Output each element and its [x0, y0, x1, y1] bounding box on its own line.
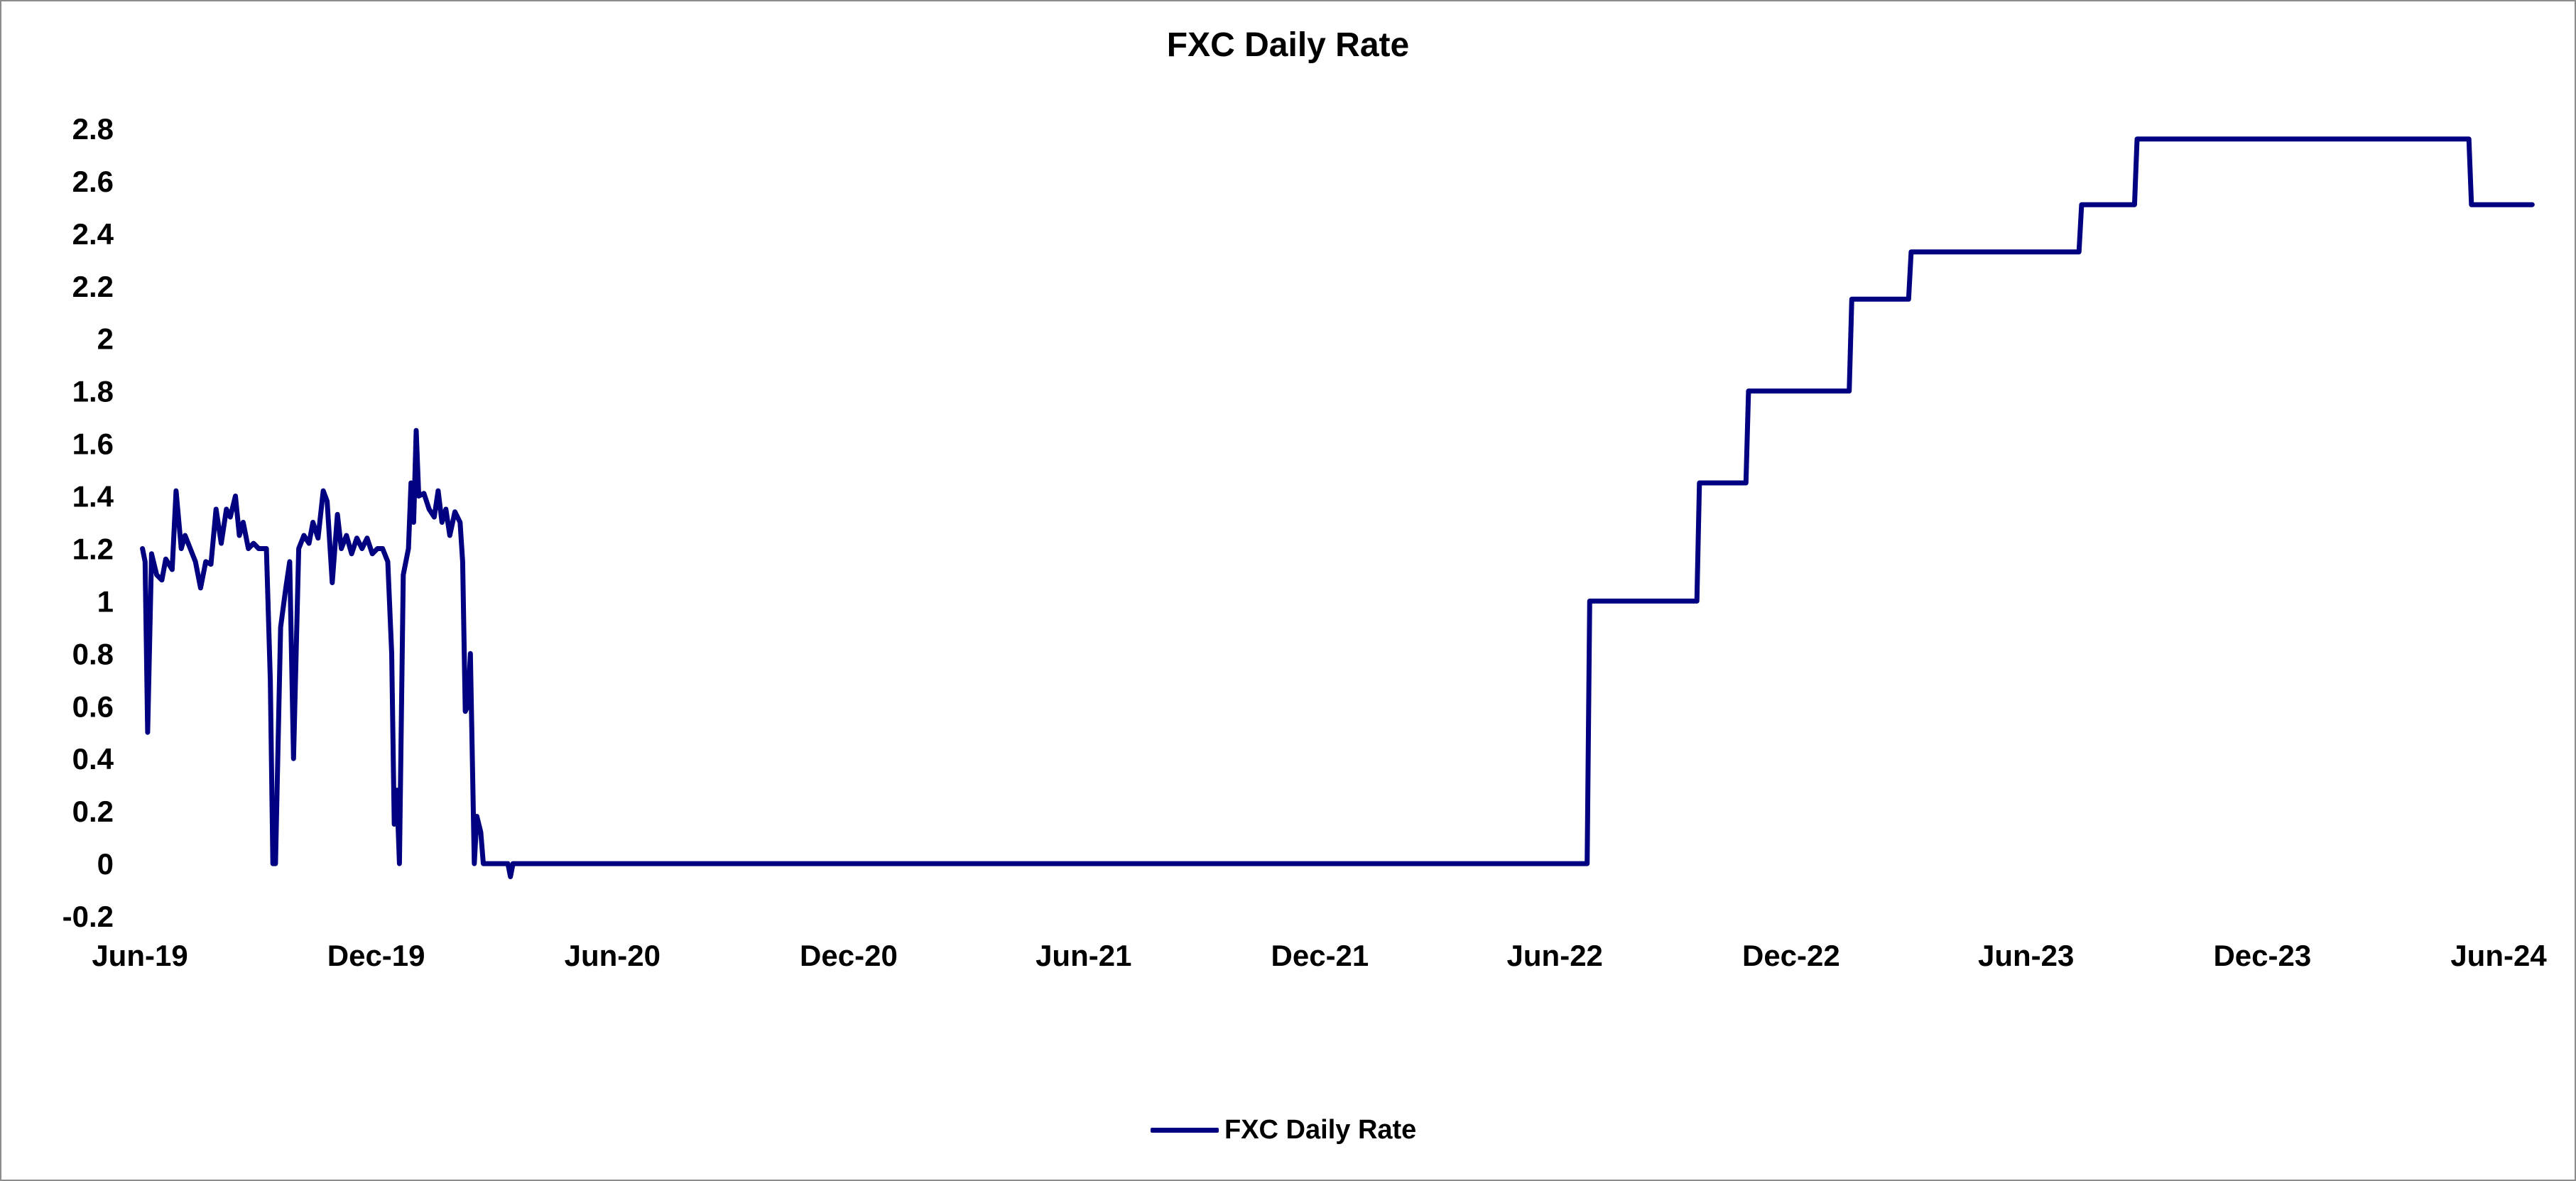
- y-tick-label: 0: [97, 847, 114, 881]
- x-tick-label: Jun-22: [1507, 939, 1603, 972]
- legend-label: FXC Daily Rate: [1224, 1115, 1417, 1145]
- legend: FXC Daily Rate: [1151, 1115, 1416, 1145]
- y-tick-label: 2: [97, 322, 114, 356]
- x-tick-label: Jun-20: [565, 939, 661, 972]
- x-tick-label: Dec-20: [800, 939, 898, 972]
- y-tick-label: 0.4: [72, 742, 114, 775]
- y-tick-label: 1.2: [72, 532, 114, 565]
- y-tick-label: 1.8: [72, 375, 114, 408]
- y-tick-label: 2.2: [72, 270, 114, 303]
- x-tick-label: Jun-23: [1978, 939, 2074, 972]
- x-tick-label: Dec-22: [1742, 939, 1840, 972]
- y-tick-label: -0.2: [63, 900, 114, 933]
- legend-swatch: [1151, 1128, 1219, 1133]
- y-axis-tick-labels: -0.2 0 0.2 0.4 0.6 0.8 1 1.2 1.4 1.6 1.8 2 2.2 2.4 2.6…: [63, 112, 114, 933]
- y-tick-label: 2.8: [72, 112, 114, 146]
- x-axis-tick-labels: Jun-19 Dec-19 Jun-20 Dec-20 Jun-21 Dec-21 Jun-…: [92, 939, 2547, 972]
- x-tick-label: Jun-19: [92, 939, 188, 972]
- series-line: [140, 136, 2535, 879]
- y-tick-label: 0.8: [72, 637, 114, 670]
- x-tick-label: Dec-21: [1271, 939, 1369, 972]
- y-tick-label: 2.6: [72, 165, 114, 198]
- x-tick-label: Jun-24: [2450, 939, 2547, 972]
- y-tick-label: 1.4: [72, 480, 114, 513]
- x-tick-label: Dec-19: [327, 939, 425, 972]
- y-tick-label: 0.6: [72, 690, 114, 723]
- y-tick-label: 0.2: [72, 795, 114, 828]
- chart-title: FXC Daily Rate: [1166, 26, 1410, 64]
- y-tick-label: 1: [97, 584, 114, 618]
- y-tick-label: 2.4: [72, 217, 114, 251]
- x-tick-label: Jun-21: [1036, 939, 1131, 972]
- y-tick-label: 1.6: [72, 428, 114, 461]
- x-tick-label: Dec-23: [2213, 939, 2311, 972]
- series-group: [140, 136, 2535, 879]
